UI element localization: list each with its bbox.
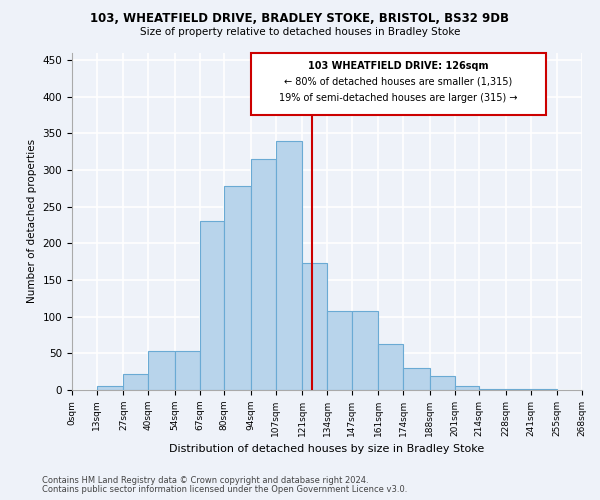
Bar	[275, 140, 302, 390]
Text: Size of property relative to detached houses in Bradley Stoke: Size of property relative to detached ho…	[140, 27, 460, 37]
Bar	[379, 344, 403, 390]
Bar	[97, 386, 124, 390]
Bar	[251, 159, 275, 390]
Y-axis label: Number of detached properties: Number of detached properties	[27, 139, 37, 304]
Bar	[403, 368, 430, 390]
FancyBboxPatch shape	[251, 52, 546, 115]
Text: Contains HM Land Registry data © Crown copyright and database right 2024.: Contains HM Land Registry data © Crown c…	[42, 476, 368, 485]
Bar	[430, 376, 455, 390]
Bar	[175, 351, 199, 390]
Text: 103, WHEATFIELD DRIVE, BRADLEY STOKE, BRISTOL, BS32 9DB: 103, WHEATFIELD DRIVE, BRADLEY STOKE, BR…	[91, 12, 509, 24]
Bar	[455, 386, 479, 390]
Bar	[124, 374, 148, 390]
Text: Contains public sector information licensed under the Open Government Licence v3: Contains public sector information licen…	[42, 485, 407, 494]
Bar	[352, 311, 379, 390]
Bar	[148, 351, 175, 390]
Bar	[302, 263, 327, 390]
Bar	[479, 388, 506, 390]
Text: 103 WHEATFIELD DRIVE: 126sqm: 103 WHEATFIELD DRIVE: 126sqm	[308, 62, 488, 72]
Text: ← 80% of detached houses are smaller (1,315): ← 80% of detached houses are smaller (1,…	[284, 76, 512, 86]
X-axis label: Distribution of detached houses by size in Bradley Stoke: Distribution of detached houses by size …	[169, 444, 485, 454]
Text: 19% of semi-detached houses are larger (315) →: 19% of semi-detached houses are larger (…	[279, 93, 518, 103]
Bar	[199, 221, 224, 390]
Bar	[327, 311, 352, 390]
Bar	[224, 186, 251, 390]
